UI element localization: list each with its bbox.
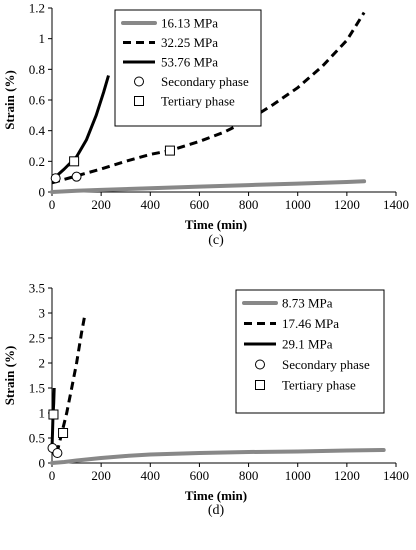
secondary-phase-marker xyxy=(50,173,61,184)
legend-square-marker xyxy=(134,96,144,106)
legend-label: 8.73 MPa xyxy=(282,296,333,311)
panel-caption: (c) xyxy=(208,233,224,248)
x-tick-label: 0 xyxy=(49,197,56,212)
series-line-3 xyxy=(51,75,110,180)
legend-box xyxy=(114,9,262,127)
legend: 16.13 MPa 32.25 MPa 53.76 MPa Secondary pha… xyxy=(114,9,262,127)
x-tick-label: 600 xyxy=(190,197,210,212)
x-tick-label: 1000 xyxy=(285,197,311,212)
x-tick-label: 800 xyxy=(239,468,259,483)
x-tick-label: 400 xyxy=(141,197,161,212)
y-tick-label: 1 xyxy=(39,406,46,421)
y-tick-label: 3.5 xyxy=(29,281,45,296)
legend-circle-marker xyxy=(255,359,265,370)
y-tick-label: 0 xyxy=(39,185,46,200)
y-tick-label: 3 xyxy=(39,306,46,321)
legend-label: Tertiary phase xyxy=(282,378,356,393)
legend-circle-marker xyxy=(134,76,144,87)
chart-panel-2: 0 200 400 600 800 1000 1200 1400 0 0.5 1 1.5 2 2.5 3 3.… xyxy=(2,281,409,519)
legend-label: 16.13 MPa xyxy=(161,16,218,31)
x-tick-label: 800 xyxy=(239,197,259,212)
legend-label: 29.1 MPa xyxy=(282,337,333,352)
y-tick-label: 1 xyxy=(39,31,46,46)
x-tick-label: 1200 xyxy=(334,197,360,212)
legend-square-marker xyxy=(255,380,265,390)
x-tick-label: 1000 xyxy=(285,468,311,483)
series-line-1 xyxy=(50,179,367,194)
x-axis-label: Time (min) xyxy=(185,217,247,232)
tertiary-phase-marker xyxy=(69,156,80,167)
y-axis-label: Strain (%) xyxy=(2,346,17,406)
legend-label: 17.46 MPa xyxy=(282,316,339,331)
x-tick-label: 0 xyxy=(49,468,56,483)
x-tick-label: 200 xyxy=(91,197,111,212)
x-tick-label: 1400 xyxy=(383,197,409,212)
tertiary-phase-marker xyxy=(48,409,59,420)
secondary-phase-marker xyxy=(52,448,63,458)
y-tick-label: 0.6 xyxy=(29,93,46,108)
y-tick-label: 0.2 xyxy=(29,154,45,169)
tertiary-phase-marker xyxy=(164,145,175,156)
legend-box xyxy=(235,289,385,414)
y-tick-label: 0.4 xyxy=(29,123,46,138)
secondary-phase-marker xyxy=(71,171,82,182)
tertiary-phase-marker xyxy=(58,428,69,438)
y-tick-label: 0 xyxy=(39,456,46,471)
series-line-1 xyxy=(50,448,386,465)
y-axis-label: Strain (%) xyxy=(2,70,17,130)
y-tick-label: 2 xyxy=(39,356,46,371)
legend-label: Tertiary phase xyxy=(161,94,235,109)
legend: 8.73 MPa 17.46 MPa 29.1 MPa Secondary phase… xyxy=(235,289,385,414)
y-tick-label: 1.2 xyxy=(29,1,45,16)
legend-label: 32.25 MPa xyxy=(161,35,218,50)
x-tick-label: 200 xyxy=(91,468,111,483)
y-tick-label: 0.5 xyxy=(29,431,45,446)
y-tick-label: 0.8 xyxy=(29,62,45,77)
y-tick-label: 2.5 xyxy=(29,331,45,346)
x-tick-label: 400 xyxy=(141,468,161,483)
legend-label: Secondary phase xyxy=(282,357,370,372)
legend-label: 53.76 MPa xyxy=(161,55,218,70)
y-tick-label: 1.5 xyxy=(29,381,45,396)
x-tick-label: 1400 xyxy=(383,468,409,483)
series-line-2 xyxy=(51,11,366,185)
chart-panel-1: 0 200 400 600 800 1000 1200 1400 0 0.2 0.4 0.6 0.8 1 1… xyxy=(2,1,409,249)
x-tick-label: 600 xyxy=(190,468,210,483)
legend-label: Secondary phase xyxy=(161,74,249,89)
x-axis-label: Time (min) xyxy=(185,488,247,503)
panel-caption: (d) xyxy=(208,503,225,518)
x-tick-label: 1200 xyxy=(334,468,360,483)
